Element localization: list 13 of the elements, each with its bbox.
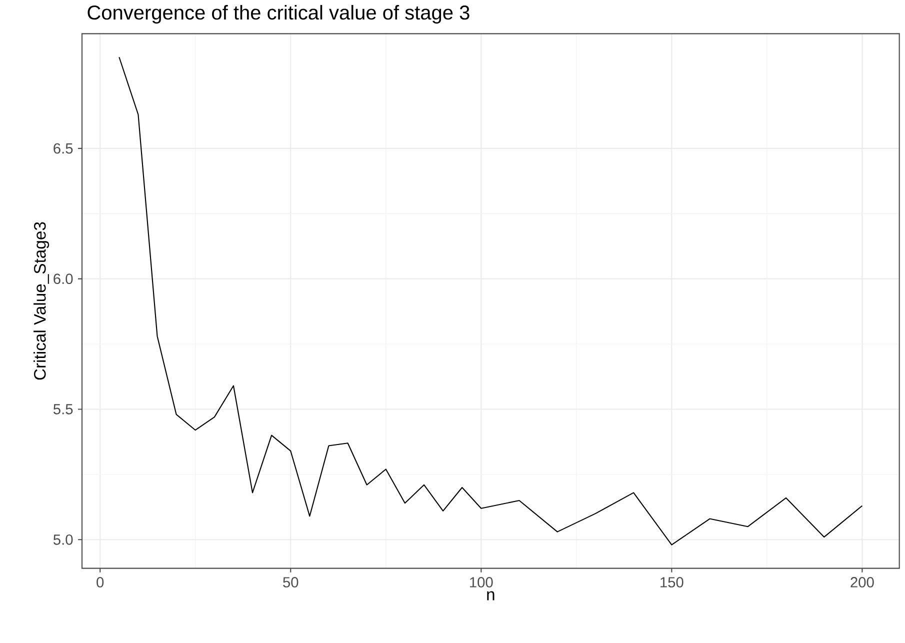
y-tick-label: 5.5 [53, 404, 73, 414]
x-tick-label: 100 [470, 577, 493, 588]
y-tick-label: 5.0 [53, 534, 73, 545]
y-axis-title: Critical Value_Stage3 [34, 222, 50, 380]
x-tick-label: 50 [283, 577, 298, 588]
line-series [118, 56, 863, 546]
x-tick-label: 150 [660, 577, 684, 588]
chart-title: Convergence of the critical value of stage 3 [88, 4, 470, 24]
x-tick-label: 0 [96, 577, 104, 588]
x-tick-label: 200 [850, 577, 874, 588]
y-tick-label: 6.0 [54, 274, 73, 284]
x-axis-title: n [487, 591, 494, 600]
y-tick-label: 6.5 [54, 143, 73, 154]
